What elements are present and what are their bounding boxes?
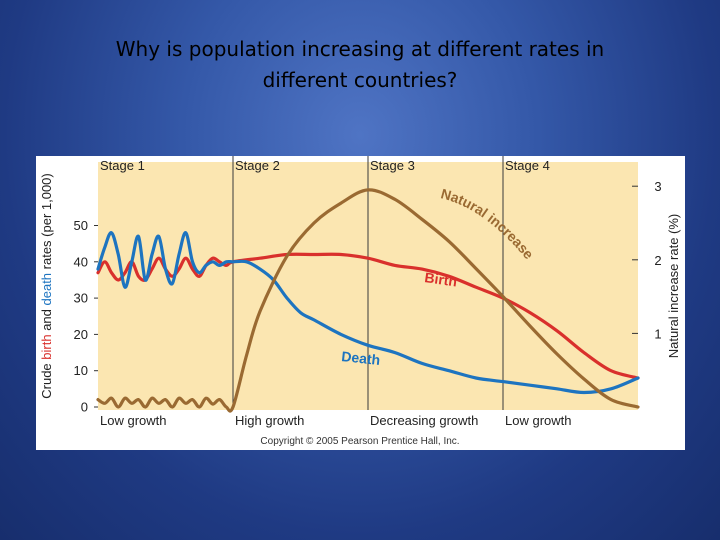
y-axis-label-part-5: rates (per 1,000) xyxy=(39,173,54,273)
copyright-text: Copyright © 2005 Pearson Prentice Hall, … xyxy=(260,436,459,447)
demographic-transition-figure: Stage 1 Stage 2 Stage 3 Stage 4 Low growth Hi… xyxy=(36,156,685,450)
y2-tick-label-1: 1 xyxy=(654,326,661,341)
series-line-death xyxy=(96,231,640,395)
y-tick-label-20: 20 xyxy=(74,327,88,342)
y-tick-label-0: 0 xyxy=(81,400,88,415)
y2-tick-label-3: 3 xyxy=(654,179,661,194)
growth-label-1: Low growth xyxy=(100,413,166,428)
y-axis-label-part-4: death xyxy=(39,273,54,306)
y2-tick-label-2: 2 xyxy=(654,253,661,268)
slide-title-line-2: different countries? xyxy=(262,68,458,92)
growth-label-2: High growth xyxy=(235,413,304,428)
y-axis-label-part-2: birth xyxy=(39,334,54,359)
death-curve-label: Death xyxy=(341,348,381,368)
y-axis-label-part-1: Crude xyxy=(39,360,54,399)
birth-curve-label: Birth xyxy=(424,269,459,289)
y-tick-label-10: 10 xyxy=(74,363,88,378)
y2-axis-label: Natural increase rate (%) xyxy=(666,214,681,359)
y-axis-label-part-3: and xyxy=(39,306,54,335)
slide-title-line-1: Why is population increasing at differen… xyxy=(115,37,605,61)
y-tick-label-50: 50 xyxy=(74,218,88,233)
demographic-transition-chart: Stage 1 Stage 2 Stage 3 Stage 4 Low growth Hi… xyxy=(39,156,681,447)
series-line-natural-increase xyxy=(96,188,640,413)
y-tick-label-30: 30 xyxy=(74,291,88,306)
slide-title: Why is population increasing at differen… xyxy=(60,34,660,96)
stage-label-4: Stage 4 xyxy=(505,158,550,173)
growth-label-3: Decreasing growth xyxy=(370,413,478,428)
y-axis-label: Crude birth and death rates (per 1,000) xyxy=(39,173,54,399)
series-line-birth xyxy=(96,252,640,380)
stage-label-2: Stage 2 xyxy=(235,158,280,173)
stage-label-1: Stage 1 xyxy=(100,158,145,173)
y-tick-label-40: 40 xyxy=(74,254,88,269)
stage-label-3: Stage 3 xyxy=(370,158,415,173)
growth-label-4: Low growth xyxy=(505,413,571,428)
